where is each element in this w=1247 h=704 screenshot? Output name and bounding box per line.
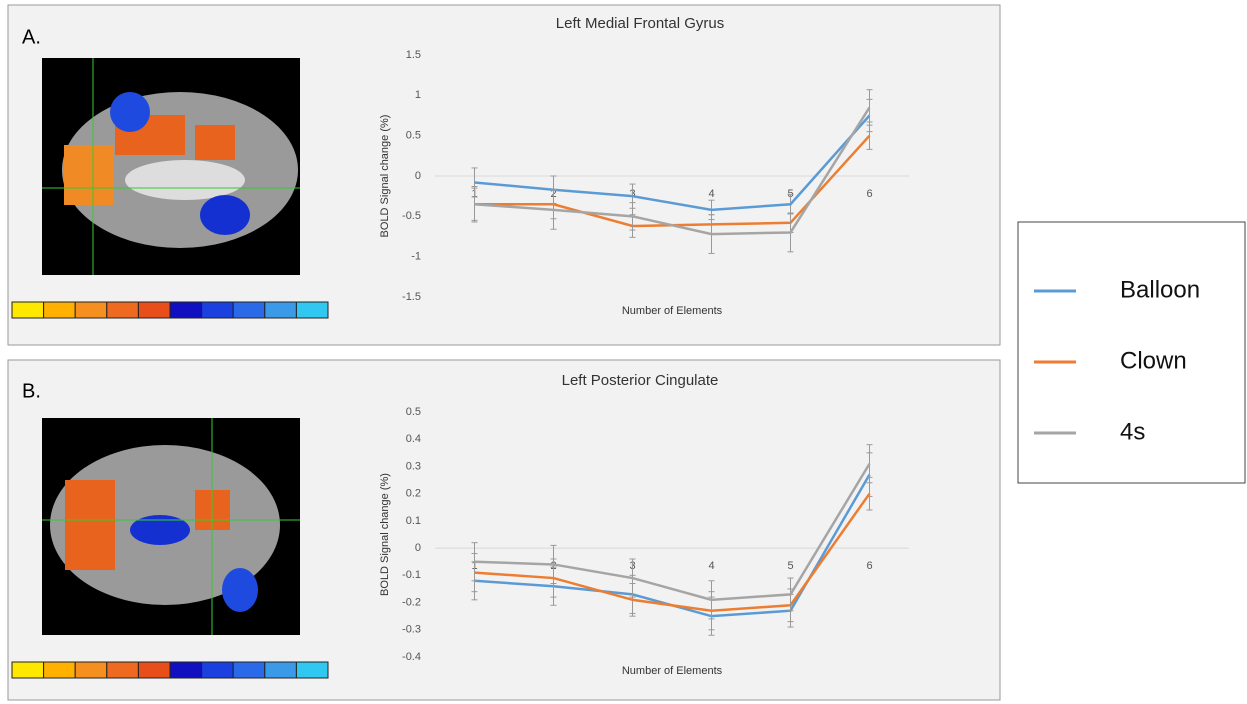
colorbar-segment	[233, 302, 265, 318]
colorbar-segment	[265, 662, 297, 678]
colorbar-segment	[107, 302, 139, 318]
y-tick-label: -0.3	[402, 624, 421, 636]
colorbar-segment	[138, 662, 170, 678]
colorbar-segment	[12, 302, 44, 318]
y-tick-label: 0.5	[406, 130, 421, 142]
colorbar-segment	[296, 662, 328, 678]
colorbar-segment	[44, 662, 76, 678]
chart-title: Left Medial Frontal Gyrus	[556, 15, 724, 32]
x-tick-label: 4	[708, 188, 714, 200]
brain-image-b	[42, 418, 300, 635]
colorbar-segment	[233, 662, 265, 678]
y-tick-label: -0.4	[402, 651, 421, 663]
colorbar-segment	[202, 662, 234, 678]
x-tick-label: 4	[708, 560, 714, 572]
colorbar-segment	[202, 302, 234, 318]
colorbar-segment	[265, 302, 297, 318]
figure: A. Left Medial Frontal Gyrus -1.5 -1 -0.5 0 0.…	[0, 0, 1247, 704]
y-tick-label: -0.1	[402, 569, 421, 581]
y-tick-label: 0.1	[406, 515, 421, 527]
y-tick-label: -1	[411, 251, 421, 263]
legend-label: 4s	[1120, 418, 1145, 445]
colorbar-segment	[44, 302, 76, 318]
x-tick-label: 6	[866, 560, 872, 572]
colorbar-segment	[75, 662, 107, 678]
y-tick-label: 1.5	[406, 49, 421, 61]
colorbar-segment	[107, 662, 139, 678]
y-axis-title: BOLD Signal change (%)	[379, 473, 391, 596]
colorbar-segment	[170, 302, 202, 318]
y-tick-label: 0.5	[406, 406, 421, 418]
y-tick-label: 0.2	[406, 488, 421, 500]
colorbar-segment	[138, 302, 170, 318]
legend-label: Balloon	[1120, 276, 1200, 303]
x-axis-title: Number of Elements	[622, 665, 723, 677]
y-tick-label: 0	[415, 170, 421, 182]
y-axis-title: BOLD Signal change (%)	[379, 115, 391, 238]
colorbar-segment	[75, 302, 107, 318]
x-axis-title: Number of Elements	[622, 305, 723, 317]
y-tick-label: -0.5	[402, 210, 421, 222]
x-tick-label: 5	[787, 560, 793, 572]
colorbar-segment	[296, 302, 328, 318]
colorbar-segment	[170, 662, 202, 678]
panel-label: B.	[22, 380, 41, 402]
colorbar-segment	[12, 662, 44, 678]
panel-label: A.	[22, 26, 41, 48]
legend-label: Clown	[1120, 347, 1187, 374]
figure-canvas: A. Left Medial Frontal Gyrus -1.5 -1 -0.5 0 0.…	[0, 0, 1247, 704]
y-tick-label: 1	[415, 89, 421, 101]
y-tick-label: -1.5	[402, 291, 421, 303]
x-tick-label: 6	[866, 188, 872, 200]
y-tick-label: 0.3	[406, 460, 421, 472]
y-tick-label: 0.4	[406, 433, 421, 445]
y-tick-label: -0.2	[402, 596, 421, 608]
brain-image-a	[42, 58, 300, 275]
y-tick-label: 0	[415, 542, 421, 554]
chart-title: Left Posterior Cingulate	[562, 372, 719, 389]
